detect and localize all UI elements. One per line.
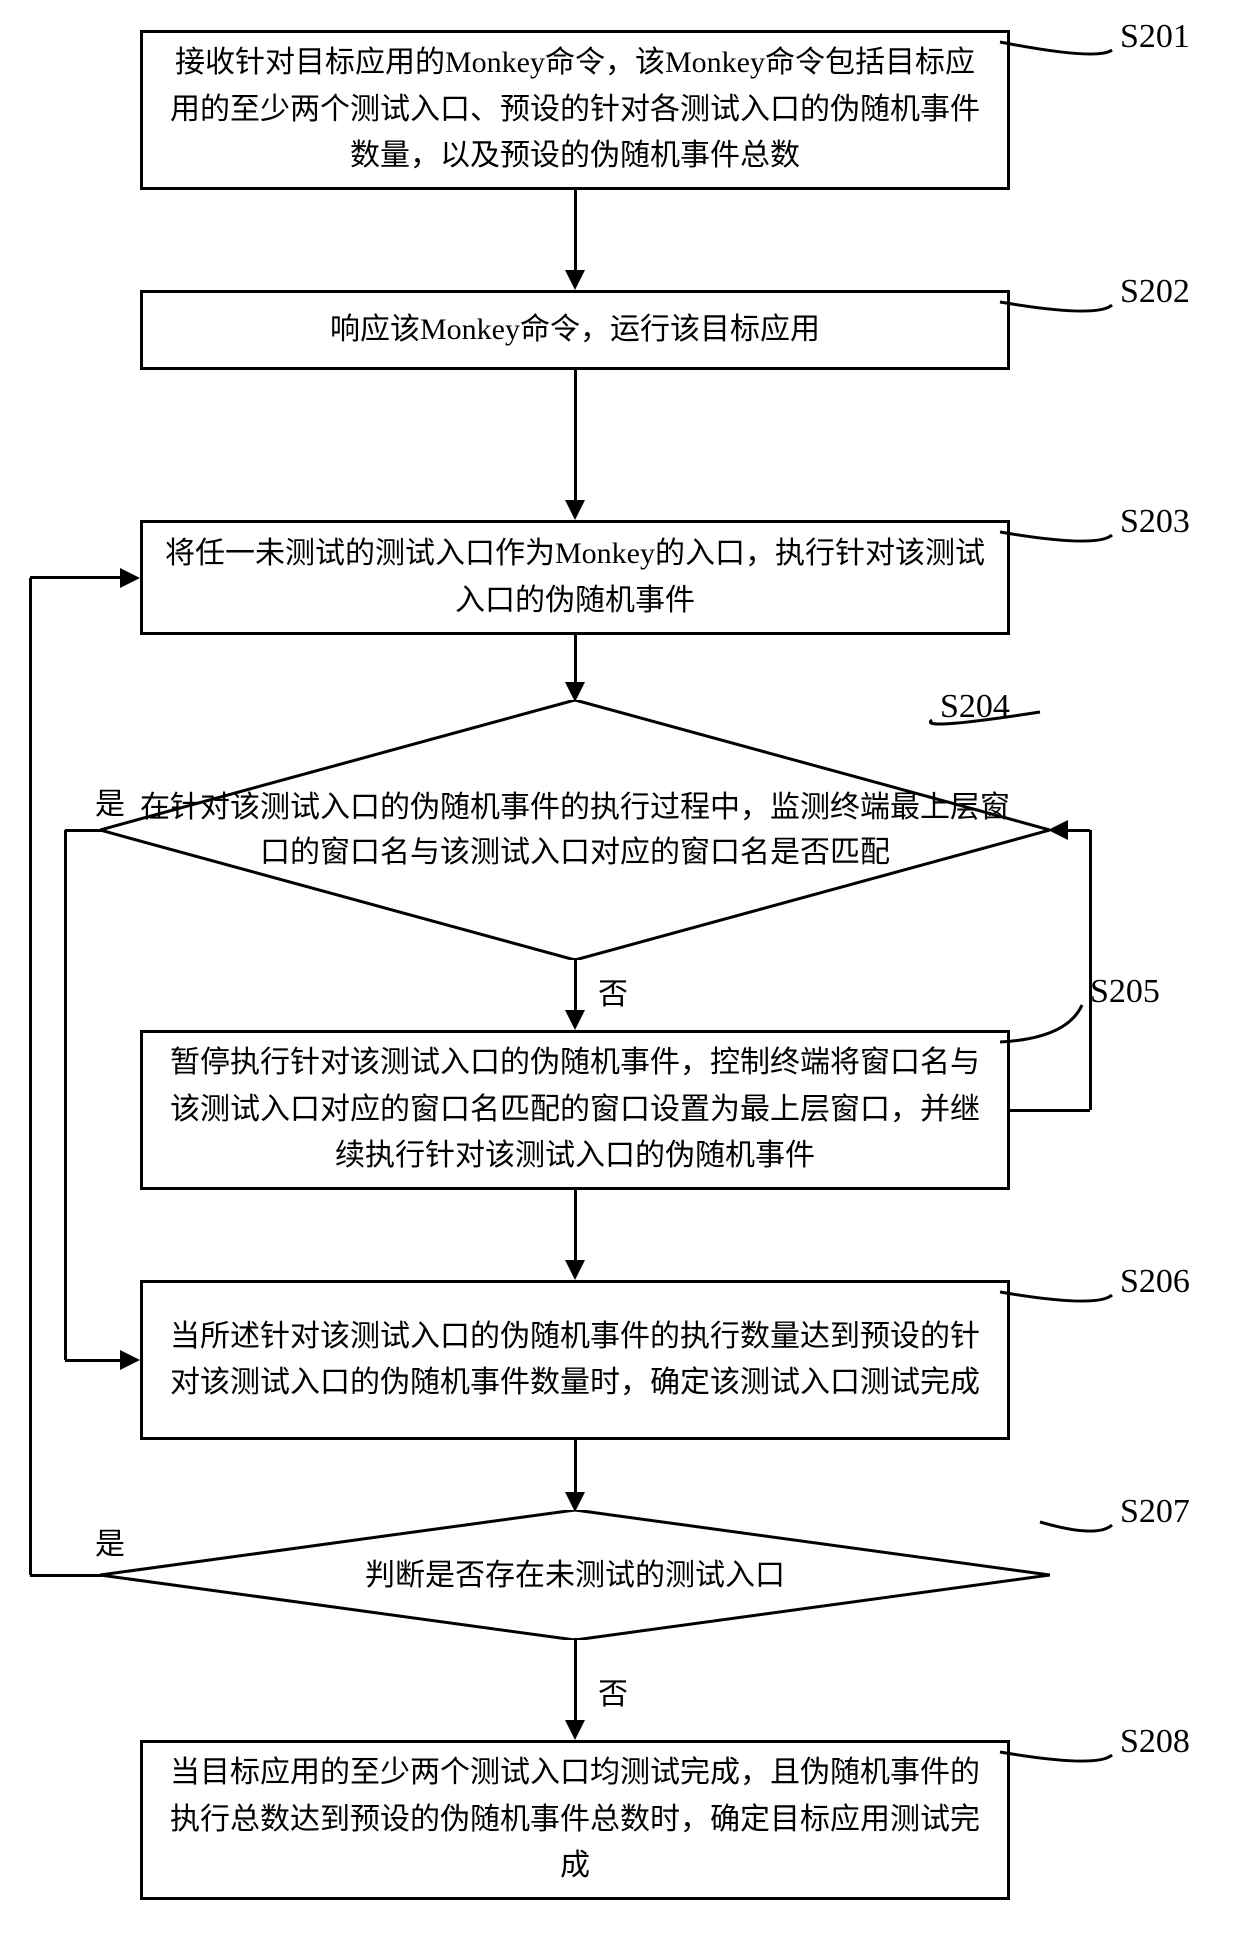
- edge-label: 是: [95, 790, 125, 820]
- callout-s201: [980, 22, 1132, 70]
- flowchart-node-s206: 当所述针对该测试入口的伪随机事件的执行数量达到预设的针对该测试入口的伪随机事件数…: [140, 1280, 1010, 1440]
- flowchart-node-s204: 在针对该测试入口的伪随机事件的执行过程中，监测终端最上层窗口的窗口名与该测试入口…: [100, 700, 1050, 960]
- callout-s205: [980, 985, 1102, 1062]
- callout-s206: [980, 1272, 1132, 1315]
- callout-s202: [980, 282, 1132, 325]
- callout-s204: [912, 692, 1060, 740]
- edge-label: 否: [598, 980, 628, 1010]
- callout-s208: [980, 1732, 1132, 1775]
- flowchart-node-s207: 判断是否存在未测试的测试入口: [100, 1510, 1050, 1640]
- flowchart-node-s205: 暂停执行针对该测试入口的伪随机事件，控制终端将窗口名与该测试入口对应的窗口名匹配…: [140, 1030, 1010, 1190]
- flowchart-node-s208: 当目标应用的至少两个测试入口均测试完成，且伪随机事件的执行总数达到预设的伪随机事…: [140, 1740, 1010, 1900]
- callout-s203: [980, 512, 1132, 555]
- edge-label: 否: [598, 1680, 628, 1710]
- flowchart-node-s203: 将任一未测试的测试入口作为Monkey的入口，执行针对该测试入口的伪随机事件: [140, 520, 1010, 635]
- callout-s207: [1020, 1502, 1132, 1545]
- edge-label: 是: [95, 1530, 125, 1560]
- flowchart-canvas: 接收针对目标应用的Monkey命令，该Monkey命令包括目标应用的至少两个测试…: [0, 0, 1240, 1948]
- flowchart-node-s201: 接收针对目标应用的Monkey命令，该Monkey命令包括目标应用的至少两个测试…: [140, 30, 1010, 190]
- flowchart-node-s202: 响应该Monkey命令，运行该目标应用: [140, 290, 1010, 370]
